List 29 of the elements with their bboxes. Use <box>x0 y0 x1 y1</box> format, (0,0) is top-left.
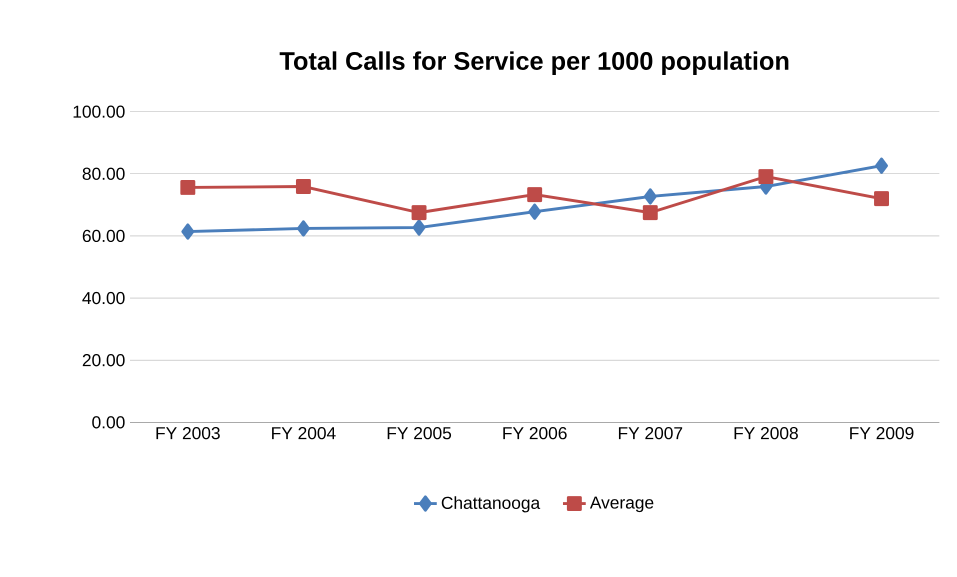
legend-label: Average <box>590 496 654 512</box>
x-tick-label: FY 2005 <box>388 427 452 440</box>
y-tick-label: 0.00 <box>92 416 125 428</box>
point <box>527 187 542 202</box>
point <box>874 191 889 206</box>
y-tick-label: 100.00 <box>74 106 125 118</box>
point <box>412 219 426 236</box>
x-tick-label: FY 2003 <box>156 427 220 440</box>
x-tick-label: FY 2006 <box>503 427 567 440</box>
y-tick-label: 60.00 <box>82 230 125 242</box>
x-tick-label: FY 2009 <box>850 427 914 440</box>
point <box>528 204 542 220</box>
point <box>296 179 311 194</box>
y-tick-label: 80.00 <box>82 168 125 180</box>
point <box>181 223 194 240</box>
x-tick-label: FY 2007 <box>618 427 682 440</box>
point <box>642 205 658 220</box>
point <box>875 158 888 174</box>
point <box>296 220 310 237</box>
point <box>412 205 427 220</box>
y-tick-label: 40.00 <box>82 292 125 304</box>
point <box>758 169 774 184</box>
chart-title: Total Calls for Service per 1000 population <box>280 51 788 75</box>
x-tick-label: FY 2004 <box>272 427 336 440</box>
point <box>180 180 196 195</box>
x-tick-label: FY 2008 <box>734 427 798 440</box>
y-tick-label: 20.00 <box>82 354 125 366</box>
point <box>644 188 657 205</box>
legend-label: Chattanooga <box>442 496 540 512</box>
